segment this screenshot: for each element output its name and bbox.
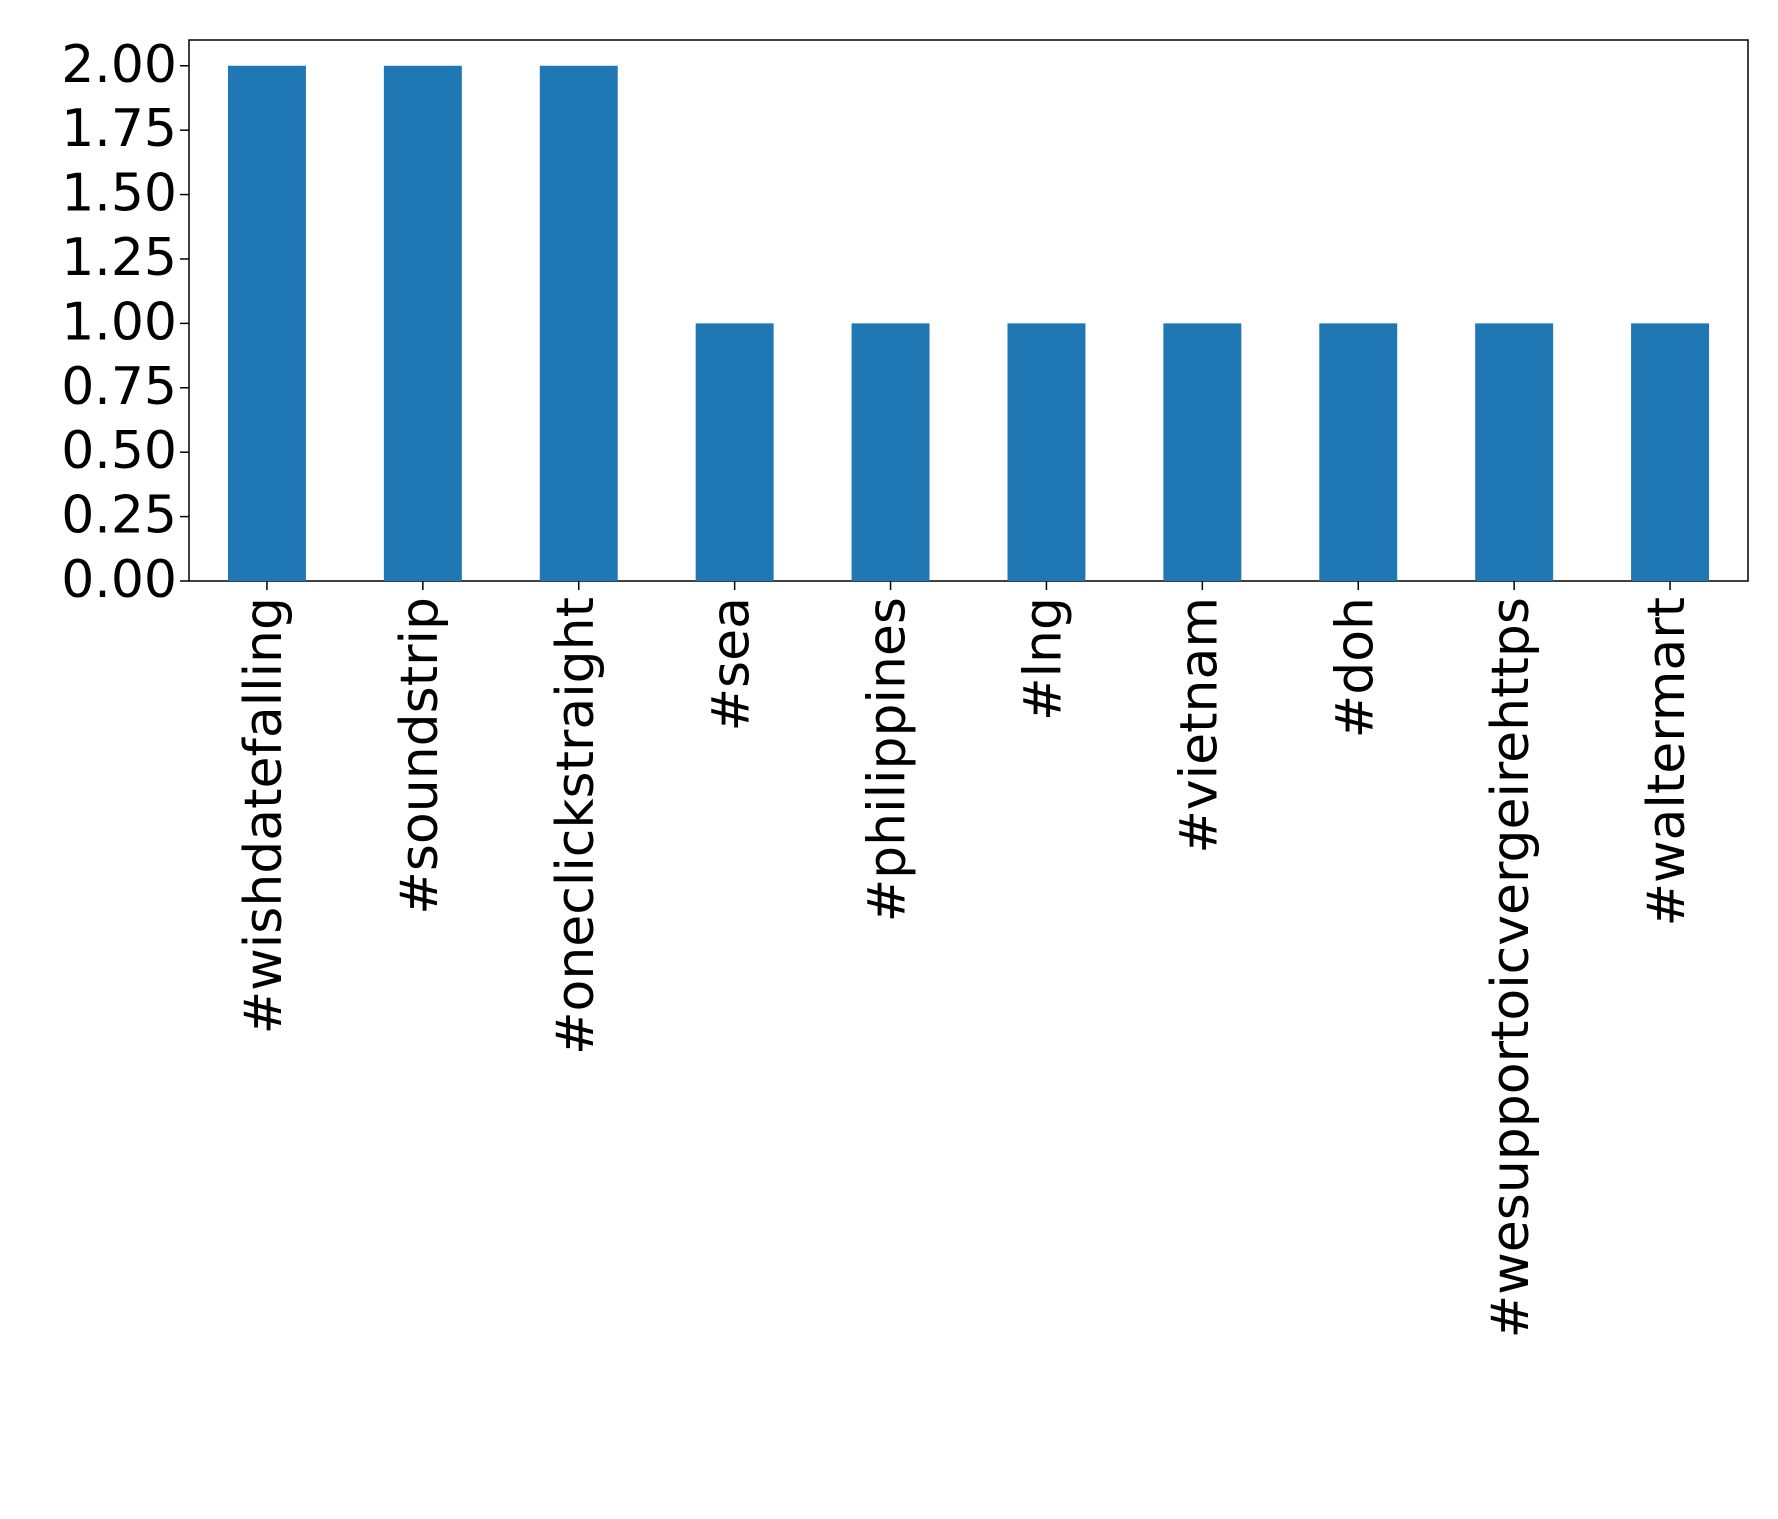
y-tick-label: 0.75 xyxy=(61,357,177,417)
x-tick-label: #oneclickstraight xyxy=(546,597,606,1055)
bar xyxy=(695,323,774,581)
x-tick-label: #wesupportoicvergeirehttps xyxy=(1481,597,1541,1338)
y-tick-label: 0.00 xyxy=(61,550,177,610)
bar xyxy=(1319,323,1398,581)
y-tick-label: 0.50 xyxy=(61,421,177,481)
x-tick-label: #wishdatefalling xyxy=(234,597,294,1034)
y-tick-label: 1.00 xyxy=(61,292,177,352)
x-tick-label: #waltermart xyxy=(1637,597,1697,927)
bar xyxy=(539,65,618,581)
bar xyxy=(1007,323,1086,581)
y-tick-label: 1.75 xyxy=(61,99,177,159)
x-tick-label: #lng xyxy=(1013,597,1073,721)
y-tick-label: 1.50 xyxy=(61,164,177,224)
bar xyxy=(227,65,306,581)
bar xyxy=(1475,323,1554,581)
x-tick-label: #doh xyxy=(1325,597,1385,738)
bar xyxy=(383,65,462,581)
x-tick-label: #sea xyxy=(702,597,762,732)
bar xyxy=(851,323,930,581)
y-tick-label: 1.25 xyxy=(61,228,177,288)
bar xyxy=(1631,323,1710,581)
bar xyxy=(1163,323,1242,581)
x-tick-label: #soundstrip xyxy=(390,597,450,915)
plot-frame xyxy=(188,39,1749,582)
y-tick-label: 0.25 xyxy=(61,486,177,546)
y-tick-label: 2.00 xyxy=(61,35,177,95)
x-tick-label: #philippines xyxy=(858,597,918,922)
x-tick-label: #vietnam xyxy=(1169,597,1229,854)
